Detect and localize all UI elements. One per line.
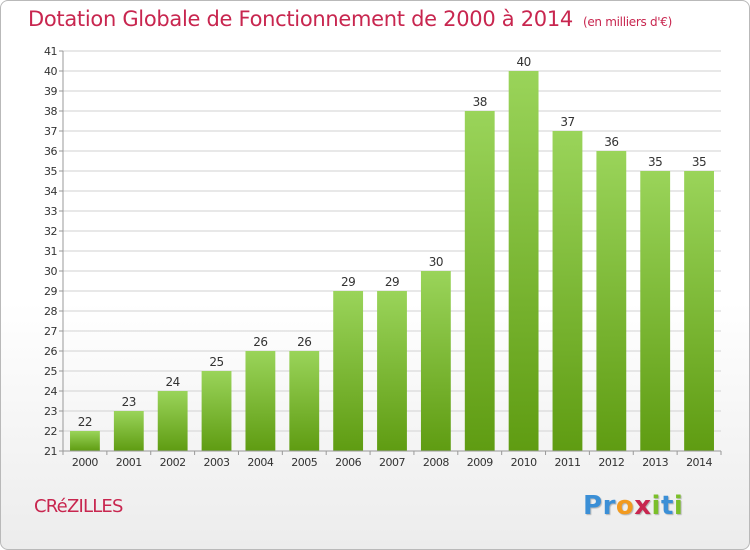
bar (552, 131, 583, 451)
value-label: 36 (604, 135, 618, 149)
logo-letter: i (651, 491, 661, 521)
proxiti-logo: Proxiti (583, 491, 683, 521)
value-label: 23 (122, 395, 136, 409)
y-tick-label: 25 (44, 365, 57, 378)
y-axis: 21 22 23 24 25 26 27 28 29 30 31 32 33 34 35 36 37 38 39 40… (44, 45, 64, 458)
bar (245, 351, 276, 451)
logo-letter: x (634, 491, 652, 521)
y-tick-label: 38 (44, 105, 57, 118)
value-label: 35 (692, 155, 706, 169)
bar (157, 391, 188, 451)
x-tick-label: 2011 (554, 456, 580, 469)
logo-letter: o (615, 491, 635, 521)
value-label: 37 (560, 115, 574, 129)
y-tick-label: 30 (44, 265, 57, 278)
x-tick-label: 2003 (204, 456, 230, 469)
x-tick-label: 2009 (467, 456, 493, 469)
logo-letter: P (583, 491, 603, 521)
bars: 22 23 24 25 26 26 29 29 30 38 40 37 36 35 35 (70, 55, 714, 451)
x-tick-label: 2008 (423, 456, 449, 469)
x-tick-label: 2007 (379, 456, 405, 469)
y-tick-label: 34 (44, 185, 57, 198)
bar (201, 371, 232, 451)
value-label: 26 (253, 335, 267, 349)
y-tick-label: 36 (44, 145, 57, 158)
x-tick-label: 2004 (247, 456, 273, 469)
y-tick-label: 29 (44, 285, 57, 298)
y-tick-label: 22 (44, 425, 57, 438)
value-label: 24 (166, 375, 180, 389)
bar (289, 351, 320, 451)
y-tick-label: 28 (44, 305, 57, 318)
x-tick-label: 2002 (160, 456, 186, 469)
value-label: 25 (209, 355, 223, 369)
bar (113, 411, 144, 451)
y-tick-label: 27 (44, 325, 57, 338)
y-tick-label: 32 (44, 225, 57, 238)
y-tick-label: 40 (44, 65, 57, 78)
x-tick-label: 2000 (72, 456, 98, 469)
value-label: 29 (385, 275, 399, 289)
y-tick-label: 21 (44, 445, 57, 458)
value-label: 26 (297, 335, 311, 349)
value-label: 35 (648, 155, 662, 169)
x-tick-label: 2012 (598, 456, 624, 469)
bar (377, 291, 407, 451)
logo-letter: i (673, 491, 684, 521)
bar (420, 271, 451, 451)
y-tick-label: 23 (44, 405, 57, 418)
bar (640, 171, 671, 451)
value-label: 38 (473, 95, 487, 109)
bar (333, 291, 364, 451)
value-label: 40 (516, 55, 530, 69)
bar (596, 151, 627, 451)
unit-label: (en milliers d'€) (582, 15, 672, 29)
bar (464, 111, 495, 451)
logo-letter: r (602, 491, 616, 521)
value-label: 29 (341, 275, 355, 289)
bar (508, 71, 539, 451)
x-tick-label: 2005 (291, 456, 317, 469)
y-tick-label: 24 (44, 385, 57, 398)
title-text: Dotation Globale de Fonctionnement de 20… (28, 7, 573, 31)
y-tick-label: 35 (44, 165, 57, 178)
y-tick-label: 41 (44, 45, 57, 58)
x-tick-label: 2014 (686, 456, 712, 469)
x-tick-label: 2010 (511, 456, 537, 469)
bar (70, 431, 100, 451)
chart-title: Dotation Globale de Fonctionnement de 20… (28, 7, 672, 31)
x-tick-label: 2013 (642, 456, 668, 469)
x-axis: 2000 2001 2002 2003 2004 2005 2006 2007 2008 2009… (62, 450, 722, 469)
y-tick-label: 33 (44, 205, 57, 218)
y-tick-label: 37 (44, 125, 57, 138)
bar (684, 171, 714, 451)
y-tick-label: 31 (44, 245, 57, 258)
value-label: 30 (429, 255, 443, 269)
x-tick-label: 2006 (335, 456, 361, 469)
y-tick-label: 39 (44, 85, 57, 98)
y-tick-label: 26 (44, 345, 57, 358)
value-label: 22 (78, 415, 92, 429)
logo-letter: t (660, 491, 674, 521)
x-tick-label: 2001 (116, 456, 142, 469)
commune-name: CRéZILLES (34, 496, 123, 517)
